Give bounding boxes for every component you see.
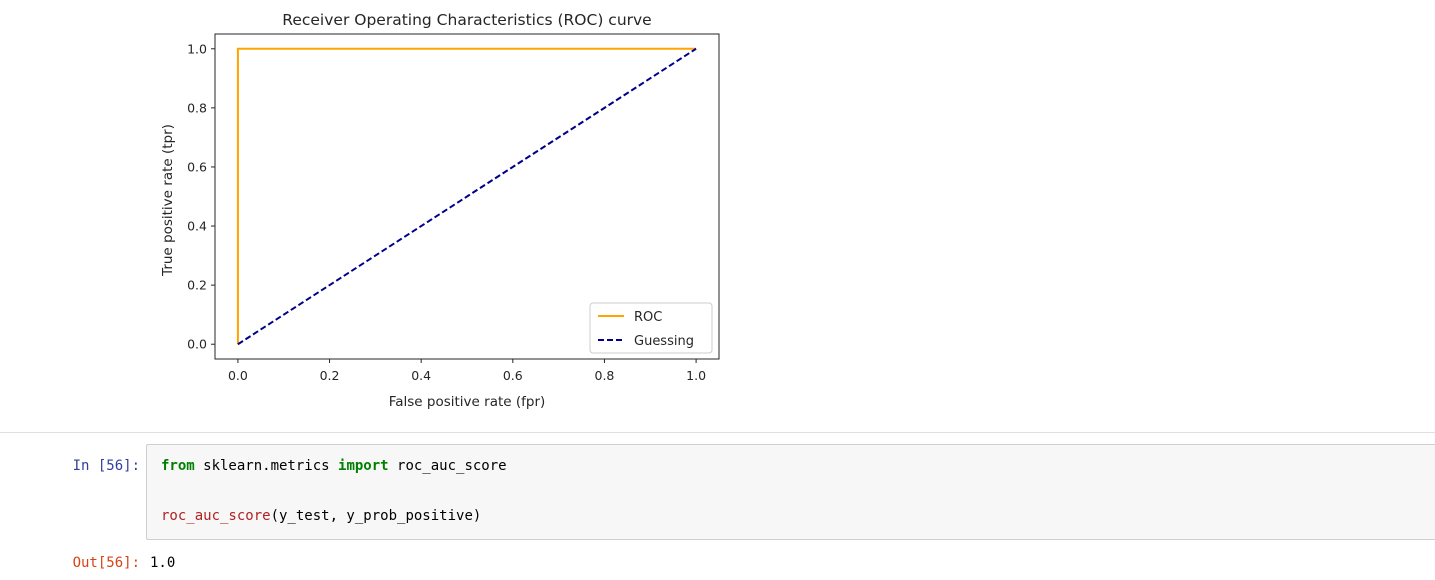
x-tick-label: 0.8 bbox=[595, 368, 615, 383]
x-axis-label: False positive rate (fpr) bbox=[389, 394, 546, 410]
y-tick-label: 0.6 bbox=[187, 159, 207, 174]
series-line-guessing bbox=[237, 47, 697, 346]
code-cell-editor[interactable]: from sklearn.metrics import roc_auc_scor… bbox=[146, 444, 1435, 540]
x-tick-label: 0.6 bbox=[503, 368, 523, 383]
import-name: roc_auc_score bbox=[388, 458, 507, 474]
legend-label-roc: ROC bbox=[634, 310, 662, 325]
legend-label-guessing: Guessing bbox=[634, 334, 694, 349]
ticks-group: 0.0 0.2 0.4 0.6 0.8 1.0 0.0 0.2 0.4 0.6 0.8 1.0 bbox=[187, 41, 706, 383]
input-prompt: In [56]: bbox=[72, 458, 140, 474]
series-group bbox=[236, 47, 697, 346]
series-line-roc bbox=[236, 47, 697, 345]
function-call: roc_auc_score bbox=[161, 508, 271, 524]
x-tick-label: 1.0 bbox=[686, 368, 706, 383]
keyword-from: from bbox=[161, 458, 195, 474]
output-prompt: Out[56]: bbox=[72, 555, 140, 571]
x-tick-label: 0.0 bbox=[228, 368, 248, 383]
y-tick-label: 0.4 bbox=[187, 219, 207, 234]
y-tick-label: 1.0 bbox=[187, 41, 207, 56]
y-tick-label: 0.2 bbox=[187, 278, 207, 293]
x-tick-label: 0.4 bbox=[411, 368, 431, 383]
x-tick-label: 0.2 bbox=[320, 368, 340, 383]
function-args: (y_test, y_prob_positive) bbox=[270, 508, 482, 524]
plot-frame bbox=[214, 33, 720, 360]
y-tick-label: 0.0 bbox=[187, 337, 207, 352]
cell-separator bbox=[0, 432, 1435, 433]
y-tick-label: 0.8 bbox=[187, 100, 207, 115]
code-line-1: from sklearn.metrics import roc_auc_scor… bbox=[161, 458, 507, 474]
chart-title: Receiver Operating Characteristics (ROC)… bbox=[282, 11, 651, 29]
keyword-import: import bbox=[338, 458, 389, 474]
output-value: 1.0 bbox=[150, 555, 176, 571]
module-name: sklearn.metrics bbox=[194, 458, 339, 474]
roc-chart: Receiver Operating Characteristics (ROC)… bbox=[160, 11, 720, 410]
y-axis-label: True positive rate (tpr) bbox=[160, 124, 176, 277]
code-line-2: roc_auc_score(y_test, y_prob_positive) bbox=[161, 508, 481, 524]
legend: ROC Guessing bbox=[589, 302, 713, 354]
